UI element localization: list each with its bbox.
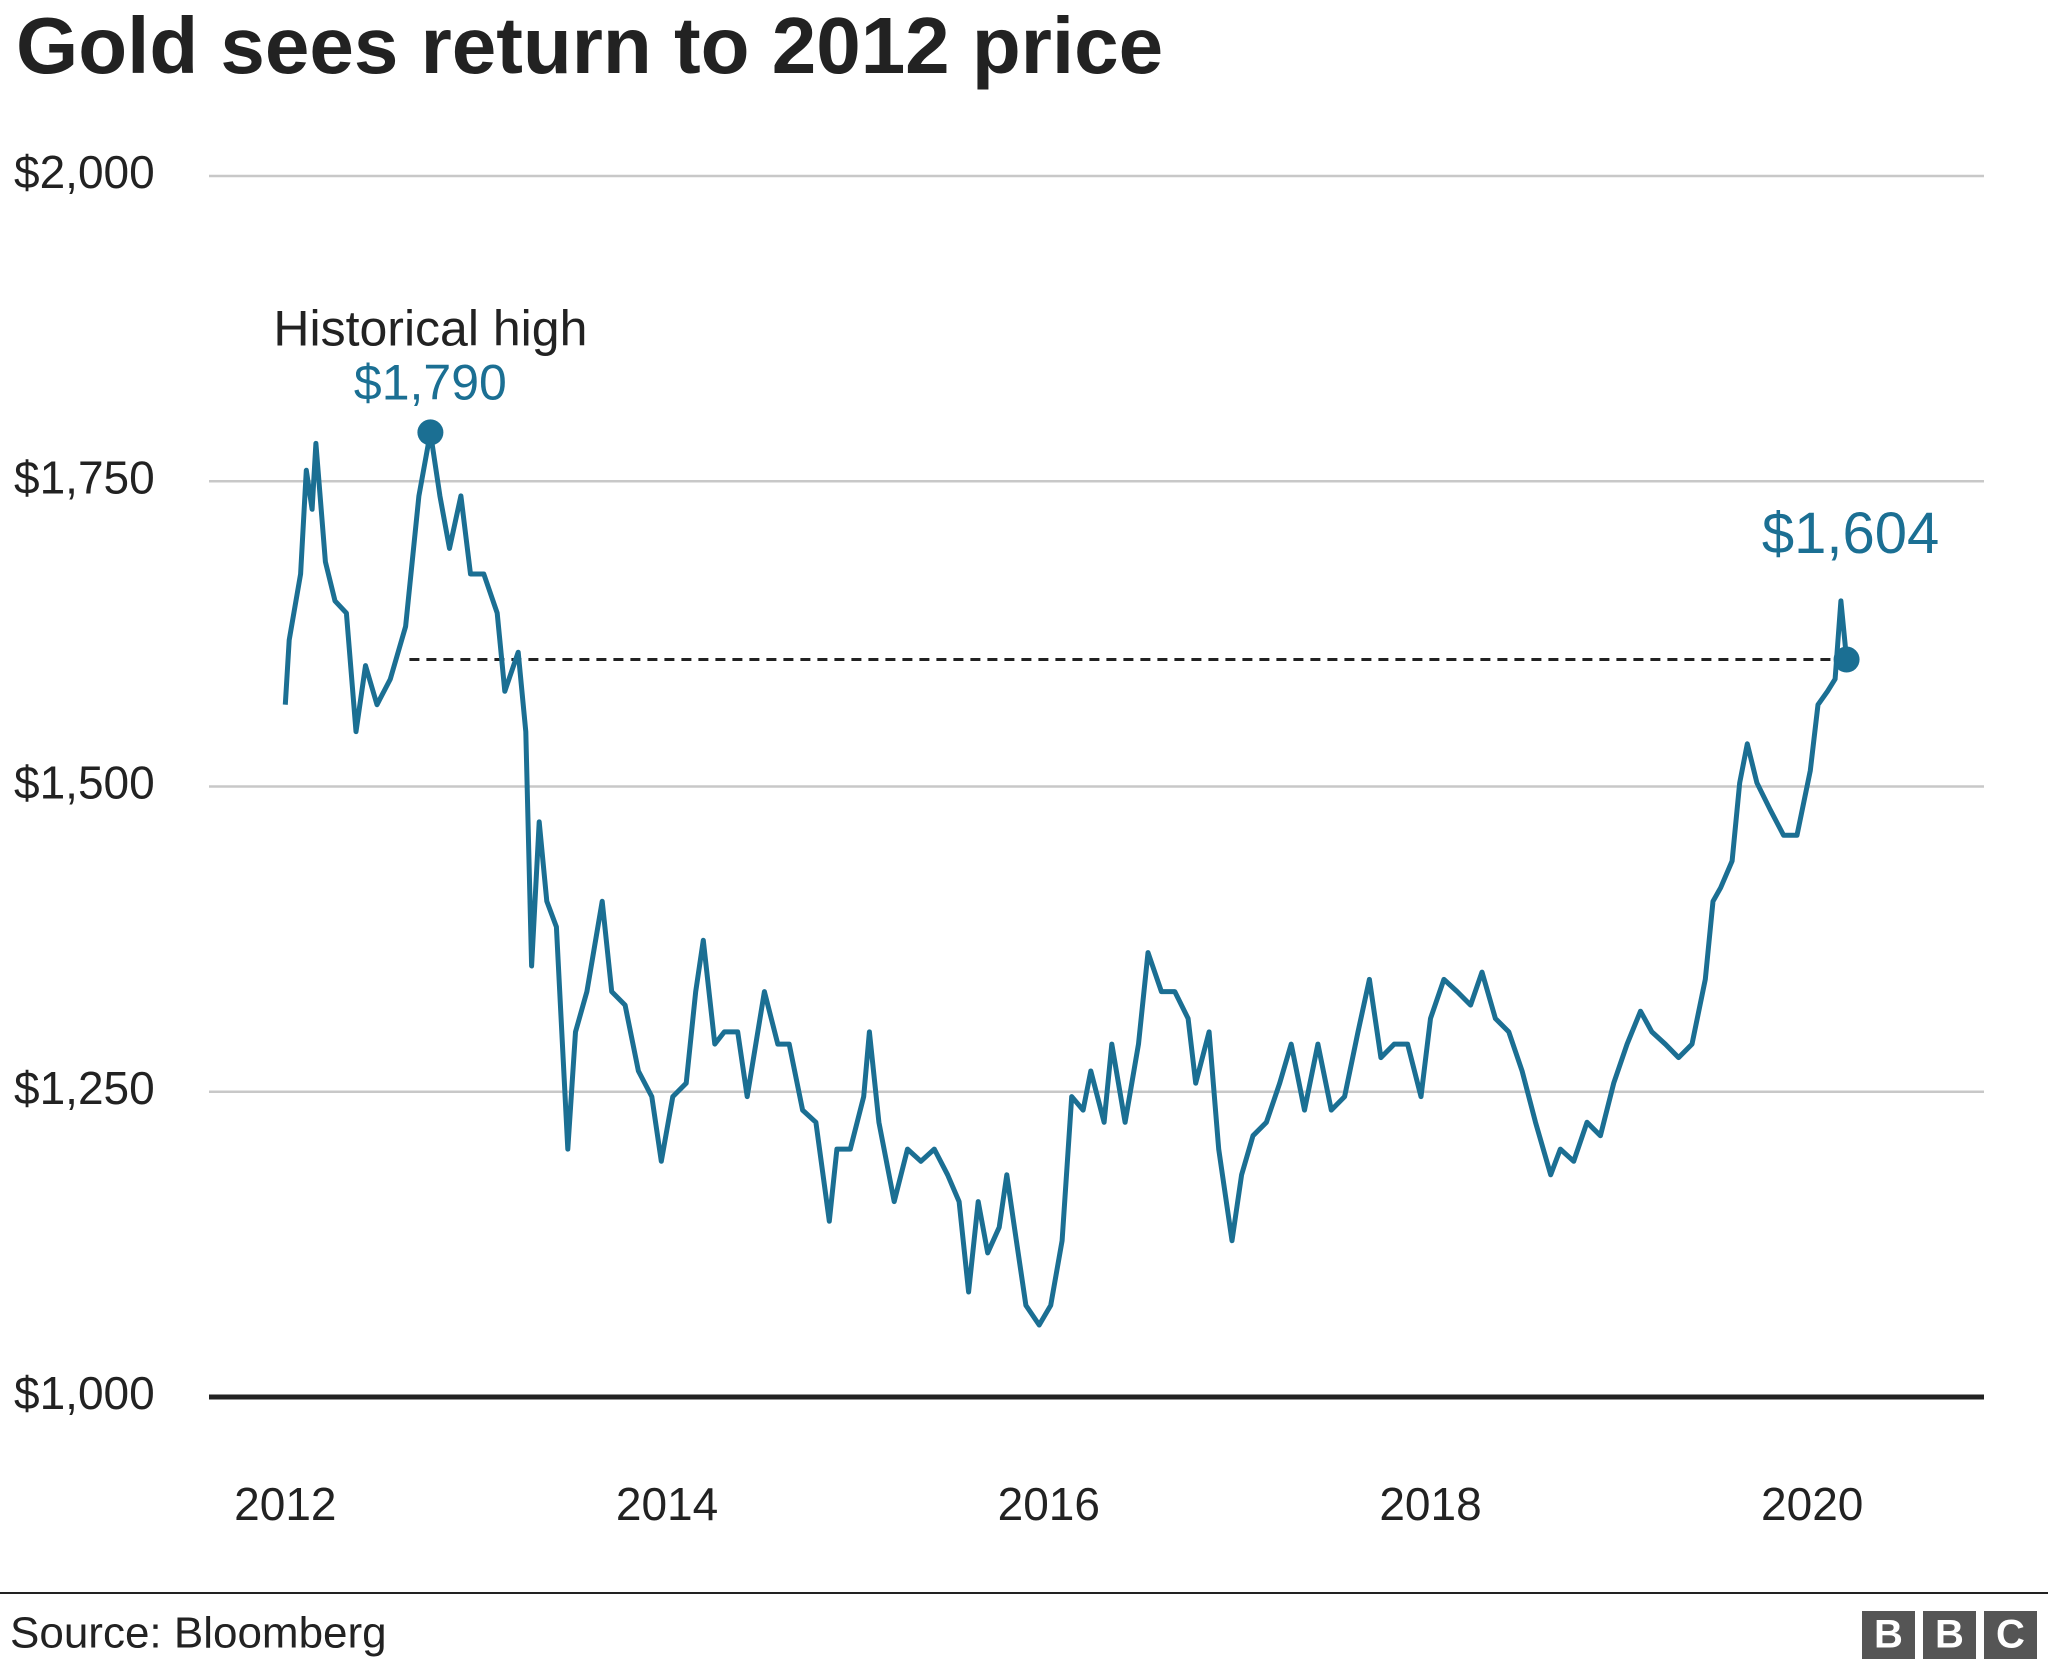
chart-title: Gold sees return to 2012 price bbox=[16, 1, 1163, 90]
x-tick-label: 2016 bbox=[998, 1478, 1100, 1530]
annotation-value: $1,604 bbox=[1762, 501, 1939, 566]
logo-box bbox=[1984, 1611, 2037, 1659]
source: Source: Bloomberg bbox=[10, 1609, 387, 1658]
y-tick-label: $1,500 bbox=[14, 757, 155, 809]
y-tick-label: $1,750 bbox=[14, 451, 155, 503]
annotation-dot bbox=[1833, 646, 1860, 673]
y-tick-label: $1,000 bbox=[14, 1367, 155, 1419]
price-line bbox=[282, 429, 1850, 1328]
logo-letter: C bbox=[1996, 1613, 2025, 1657]
y-tick-label: $1,250 bbox=[14, 1062, 155, 1114]
x-tick-label: 2018 bbox=[1379, 1478, 1481, 1530]
x-tick-label: 2014 bbox=[616, 1478, 718, 1530]
x-tick-label: 2020 bbox=[1761, 1478, 1863, 1530]
annotation-dot bbox=[417, 419, 444, 446]
logo-box bbox=[1862, 1611, 1915, 1659]
annotation-value: $1,790 bbox=[354, 355, 507, 411]
logo-letter: B bbox=[1874, 1613, 1903, 1657]
logo-letter: B bbox=[1935, 1613, 1964, 1657]
x-tick-label: 2012 bbox=[234, 1478, 336, 1530]
annotation-text: Historical high bbox=[273, 301, 587, 357]
logo-box bbox=[1923, 1611, 1976, 1659]
y-tick-label: $2,000 bbox=[14, 146, 155, 198]
